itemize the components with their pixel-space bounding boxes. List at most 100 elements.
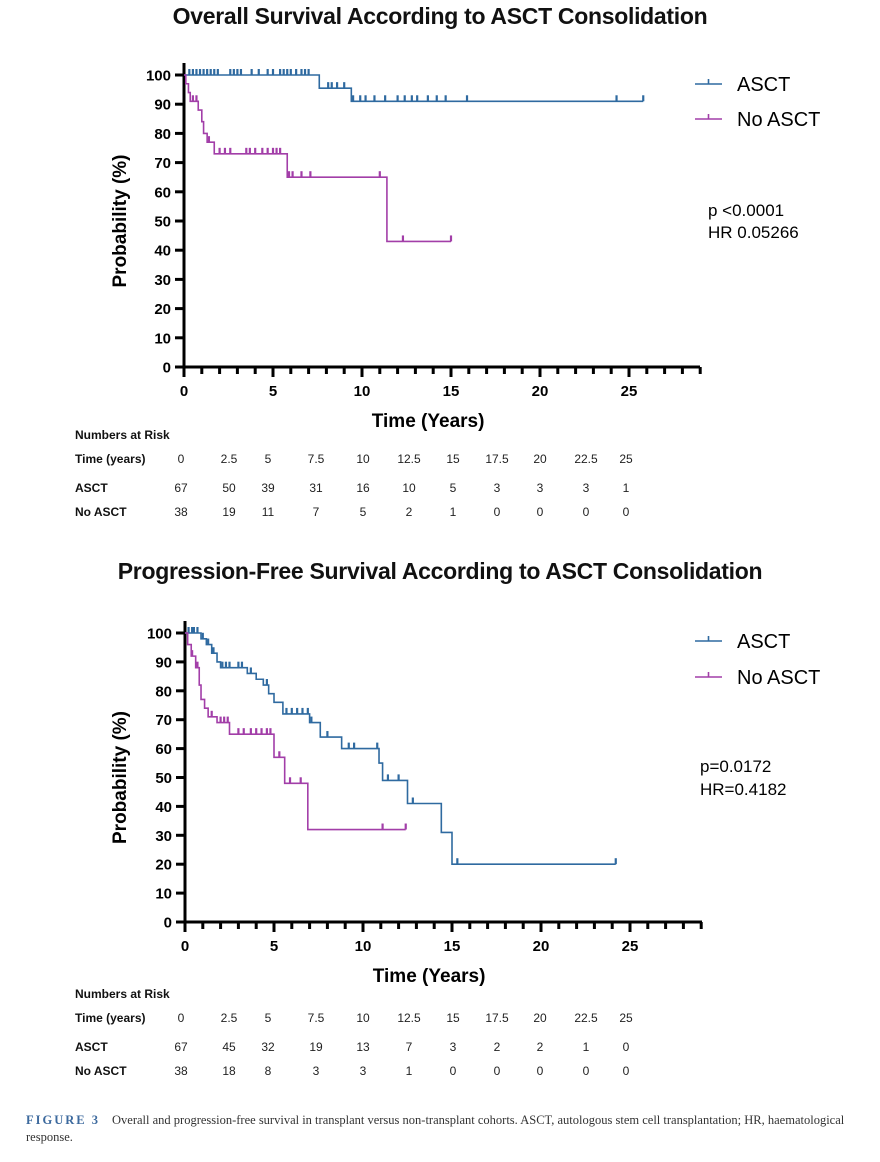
y-tick-label: 60 xyxy=(155,741,172,758)
risk-count: 19 xyxy=(222,505,236,519)
y-tick-label: 60 xyxy=(154,184,171,201)
p-value: p <0.0001 xyxy=(708,201,784,220)
risk-row-label: ASCT xyxy=(75,1040,108,1054)
risk-count: 1 xyxy=(405,1064,413,1078)
risk-count: 0 xyxy=(622,1040,630,1054)
risk-count: 2 xyxy=(536,1040,544,1054)
y-tick-label: 50 xyxy=(154,214,171,231)
legend-item: ASCT xyxy=(695,74,790,96)
risk-count: 0 xyxy=(449,1064,457,1078)
pfs-plot: 0 10 20 30 40 50 60 70 80 90 100 0 5 10 15 20 25 Time (Ye… xyxy=(110,621,820,987)
x-tick-label: 5 xyxy=(269,383,277,400)
x-tick-label: 15 xyxy=(444,938,461,955)
y-tick-label: 30 xyxy=(155,828,172,845)
risk-count: 3 xyxy=(582,481,590,495)
risk-count: 8 xyxy=(264,1064,272,1078)
risk-heading: Numbers at Risk xyxy=(75,987,170,1001)
x-tick-label: 20 xyxy=(532,383,549,400)
y-tick-label: 100 xyxy=(147,626,172,643)
x-tick-label: 10 xyxy=(355,938,372,955)
risk-count: 3 xyxy=(493,481,501,495)
y-tick-label: 50 xyxy=(155,770,172,787)
risk-time-value: 2.5 xyxy=(220,452,238,466)
risk-count: 3 xyxy=(536,481,544,495)
risk-time-value: 7.5 xyxy=(307,452,325,466)
x-tick-label: 15 xyxy=(443,383,460,400)
legend-label: ASCT xyxy=(737,631,790,653)
y-axis-label: Probability (%) xyxy=(110,154,131,287)
risk-time-value: 12.5 xyxy=(397,452,421,466)
risk-heading: Numbers at Risk xyxy=(75,428,170,442)
y-tick-label: 0 xyxy=(163,360,171,377)
risk-count: 5 xyxy=(359,505,367,519)
y-tick-label: 90 xyxy=(154,97,171,114)
risk-time-value: 20 xyxy=(533,452,547,466)
y-tick-label: 80 xyxy=(154,126,171,143)
risk-time-value: 22.5 xyxy=(574,452,598,466)
risk-count: 0 xyxy=(582,1064,590,1078)
risk-time-value: 25 xyxy=(619,452,633,466)
risk-row-label: No ASCT xyxy=(75,505,127,519)
y-tick-label: 40 xyxy=(155,799,172,816)
y-tick-label: 20 xyxy=(155,857,172,874)
risk-time-value: 15 xyxy=(446,1011,460,1025)
risk-count: 67 xyxy=(174,1040,188,1054)
hazard-ratio: HR=0.4182 xyxy=(700,780,786,799)
risk-time-value: 0 xyxy=(177,452,185,466)
y-tick-label: 40 xyxy=(154,243,171,260)
risk-count: 7 xyxy=(312,505,320,519)
risk-time-value: 5 xyxy=(264,1011,272,1025)
risk-time-value: 10 xyxy=(356,452,370,466)
risk-count: 11 xyxy=(261,505,275,519)
legend-label: No ASCT xyxy=(737,667,820,689)
risk-time-label: Time (years) xyxy=(75,1011,146,1025)
y-tick-label: 10 xyxy=(154,330,171,347)
legend-item: No ASCT xyxy=(695,667,820,689)
risk-count: 38 xyxy=(174,505,188,519)
y-tick-label: 80 xyxy=(155,683,172,700)
y-tick-label: 10 xyxy=(155,886,172,903)
chart-title-pfs: Progression-Free Survival According to A… xyxy=(117,558,763,584)
legend-label: ASCT xyxy=(737,74,790,96)
y-tick-label: 30 xyxy=(154,272,171,289)
risk-count: 7 xyxy=(405,1040,413,1054)
y-axis-label: Probability (%) xyxy=(110,711,131,844)
risk-time-value: 7.5 xyxy=(307,1011,325,1025)
legend-item: No ASCT xyxy=(695,109,820,131)
risk-time-value: 25 xyxy=(619,1011,633,1025)
y-tick-label: 70 xyxy=(155,712,172,729)
figure-caption: FIGURE 3 Overall and progression-free sur… xyxy=(26,1112,856,1146)
risk-time-value: 17.5 xyxy=(485,452,509,466)
risk-time-value: 2.5 xyxy=(220,1011,238,1025)
figure-caption-text: Overall and progression-free survival in… xyxy=(26,1113,845,1144)
risk-time-value: 17.5 xyxy=(485,1011,509,1025)
risk-count: 1 xyxy=(582,1040,590,1054)
x-tick-label: 0 xyxy=(181,938,189,955)
risk-count: 16 xyxy=(356,481,370,495)
x-tick-label: 0 xyxy=(180,383,188,400)
risk-count: 3 xyxy=(359,1064,367,1078)
x-tick-label: 10 xyxy=(354,383,371,400)
x-tick-label: 25 xyxy=(622,938,639,955)
risk-time-value: 20 xyxy=(533,1011,547,1025)
x-tick-label: 25 xyxy=(621,383,638,400)
risk-count: 0 xyxy=(493,505,501,519)
x-axis-label: Time (Years) xyxy=(373,966,486,987)
series-asct xyxy=(184,69,645,103)
risk-time-value: 5 xyxy=(264,452,272,466)
risk-count: 1 xyxy=(449,505,457,519)
risk-count: 0 xyxy=(582,505,590,519)
risk-count: 0 xyxy=(536,505,544,519)
survival-curve xyxy=(184,74,451,243)
series-asct xyxy=(185,627,617,865)
risk-count: 39 xyxy=(261,481,275,495)
risk-row-label: ASCT xyxy=(75,481,108,495)
y-tick-label: 100 xyxy=(146,68,171,85)
risk-count: 32 xyxy=(261,1040,275,1054)
x-tick-label: 5 xyxy=(270,938,278,955)
hazard-ratio: HR 0.05266 xyxy=(708,223,799,242)
risk-count: 0 xyxy=(536,1064,544,1078)
risk-count: 0 xyxy=(493,1064,501,1078)
risk-count: 5 xyxy=(449,481,457,495)
risk-count: 10 xyxy=(402,481,416,495)
